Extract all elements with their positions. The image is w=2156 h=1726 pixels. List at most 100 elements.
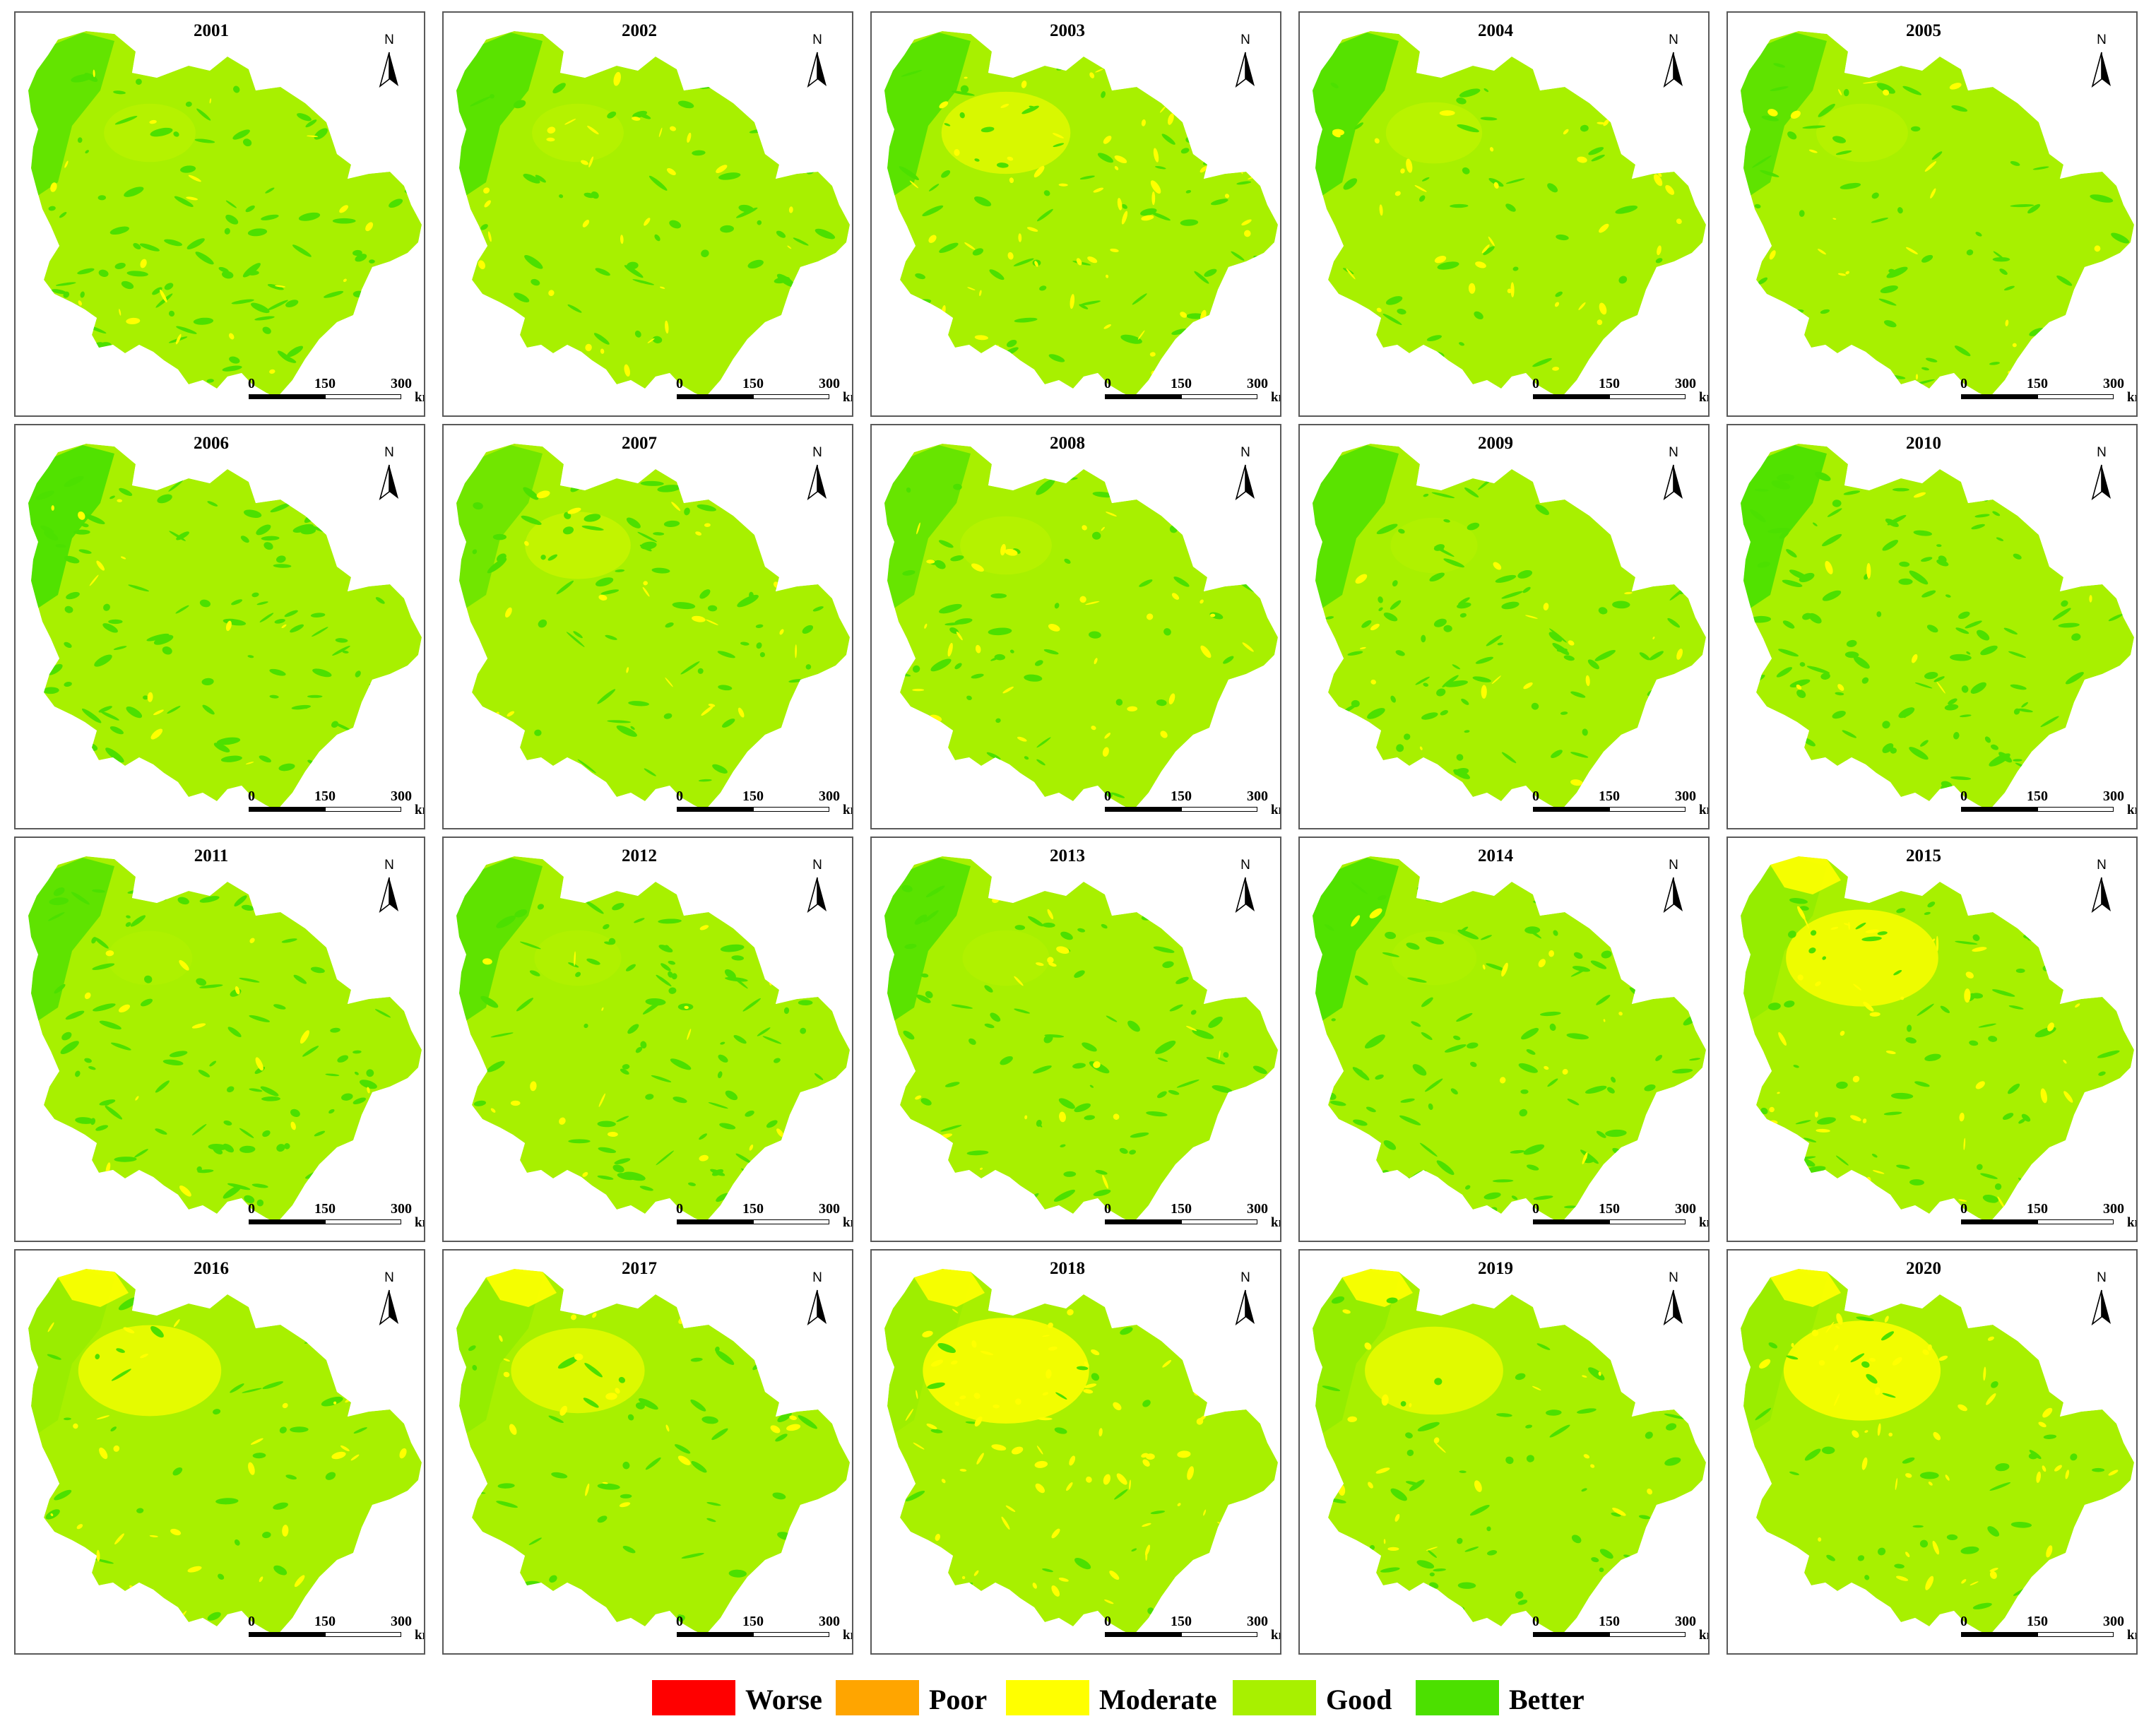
scale-tick-label: 150: [2027, 788, 2048, 804]
region-map: [456, 31, 850, 398]
map-panel-2008: 2008 N 0 150 300km: [870, 424, 1281, 829]
north-arrow: N: [2090, 32, 2114, 92]
map-panel-2003: 2003 N 0 150 300km: [870, 11, 1281, 417]
scale-tick-label: 300: [819, 1201, 840, 1217]
scale-tick-label: 150: [1599, 376, 1620, 391]
scale-tick-label: 150: [2027, 376, 2048, 391]
north-arrow: N: [377, 445, 401, 504]
scale-tick-label: 300: [391, 788, 412, 804]
scale-tick-label: 300: [391, 1201, 412, 1217]
scale-bar-solid-segment: [1961, 1219, 2037, 1224]
scale-bar-solid-segment: [1961, 1632, 2037, 1637]
scale-tick-label: 0: [248, 1614, 255, 1629]
north-arrow-icon: [807, 1289, 827, 1325]
panel-year-label: 2003: [1050, 21, 1085, 40]
panel-year-label: 2011: [194, 846, 229, 865]
panel-year-label: 2020: [1906, 1259, 1941, 1278]
scale-unit-label: km: [843, 803, 852, 817]
scale-tick-label: 150: [1171, 1614, 1192, 1629]
region-map: [1313, 31, 1706, 398]
scale-bar: 0 150 300km: [676, 788, 852, 820]
scale-tick-label: 300: [2103, 1201, 2124, 1217]
scale-bar-solid-segment: [677, 1219, 753, 1224]
scale-tick-label: 0: [248, 376, 255, 391]
scale-bar: 0 150 300km: [1532, 788, 1708, 820]
scale-tick-label: 300: [1247, 1201, 1268, 1217]
scale-bar-solid-segment: [1105, 394, 1181, 399]
scale-bar: 0 150 300km: [248, 1201, 424, 1232]
scale-bar: 0 150 300km: [1532, 376, 1708, 407]
scale-bar-hollow-segment: [1609, 1632, 1686, 1637]
scale-tick-label: 300: [1247, 376, 1268, 391]
north-letter: N: [1240, 858, 1250, 873]
legend-swatch-poor: [836, 1680, 919, 1715]
panel-year-label: 2002: [622, 21, 657, 40]
panel-year-label: 2008: [1050, 434, 1085, 453]
north-arrow-icon: [1235, 52, 1255, 88]
scale-bar-hollow-segment: [2037, 394, 2114, 399]
scale-bar-hollow-segment: [1181, 1632, 1257, 1637]
north-letter: N: [2097, 445, 2107, 460]
map-panel-2009: 2009 N 0 150 300km: [1298, 424, 1710, 829]
panel-year-label: 2016: [194, 1259, 229, 1278]
north-letter: N: [1669, 1270, 1678, 1285]
scale-bar-solid-segment: [249, 394, 325, 399]
scale-tick-label: 150: [1171, 376, 1192, 391]
north-arrow-icon: [379, 52, 398, 88]
scale-bar-hollow-segment: [1609, 807, 1686, 812]
scale-tick-label: 150: [1599, 1614, 1620, 1629]
north-arrow-icon: [1235, 1289, 1255, 1325]
scale-bar-hollow-segment: [325, 1632, 401, 1637]
scale-unit-label: km: [1699, 390, 1708, 405]
north-arrow: N: [377, 1270, 401, 1330]
map-panel-2001: 2001 N 0 150 300km: [14, 11, 425, 417]
north-letter: N: [1669, 858, 1678, 873]
scale-unit-label: km: [843, 390, 852, 405]
scale-tick-label: 0: [676, 788, 683, 804]
scale-bar-solid-segment: [1105, 1219, 1181, 1224]
scale-bar: 0 150 300km: [1104, 376, 1280, 407]
north-letter: N: [812, 445, 822, 460]
panel-year-label: 2009: [1478, 434, 1513, 453]
region-map: [28, 444, 422, 810]
scale-tick-label: 150: [314, 1201, 336, 1217]
region-map: [884, 856, 1278, 1223]
scale-tick-label: 300: [1675, 788, 1696, 804]
north-arrow: N: [377, 32, 401, 92]
north-arrow: N: [1233, 32, 1257, 92]
scale-bar-solid-segment: [249, 1632, 325, 1637]
region-map: [456, 856, 850, 1223]
panel-year-label: 2007: [622, 434, 657, 453]
region-map: [884, 1269, 1278, 1636]
north-arrow-icon: [2091, 1289, 2111, 1325]
scale-tick-label: 150: [314, 376, 336, 391]
north-arrow: N: [2090, 445, 2114, 504]
scale-tick-label: 150: [742, 1201, 764, 1217]
north-arrow: N: [805, 32, 829, 92]
legend-swatch-worse: [652, 1680, 735, 1715]
region-map: [1741, 1269, 2134, 1636]
scale-unit-label: km: [843, 1628, 852, 1643]
north-arrow: N: [1233, 858, 1257, 917]
scale-bar: 0 150 300km: [676, 1201, 852, 1232]
scale-tick-label: 0: [1104, 1614, 1111, 1629]
north-letter: N: [812, 32, 822, 47]
scale-unit-label: km: [1271, 1628, 1280, 1643]
map-panel-2006: 2006 N 0 150 300km: [14, 424, 425, 829]
scale-bar-hollow-segment: [2037, 807, 2114, 812]
scale-tick-label: 300: [2103, 1614, 2124, 1629]
scale-tick-label: 300: [1247, 1614, 1268, 1629]
scale-bar-hollow-segment: [325, 1219, 401, 1224]
scale-tick-label: 0: [1104, 1201, 1111, 1217]
region-map: [1313, 444, 1706, 810]
north-arrow: N: [1662, 858, 1686, 917]
scale-bar-solid-segment: [1105, 1632, 1181, 1637]
map-panel-2014: 2014 N 0 150 300km: [1298, 837, 1710, 1242]
scale-bar-hollow-segment: [753, 394, 829, 399]
scale-bar: 0 150 300km: [676, 1614, 852, 1645]
scale-bar: 0 150 300km: [1960, 376, 2136, 407]
scale-bar-hollow-segment: [1609, 394, 1686, 399]
scale-tick-label: 0: [1960, 376, 1967, 391]
scale-bar: 0 150 300km: [1532, 1201, 1708, 1232]
scale-tick-label: 0: [1104, 788, 1111, 804]
